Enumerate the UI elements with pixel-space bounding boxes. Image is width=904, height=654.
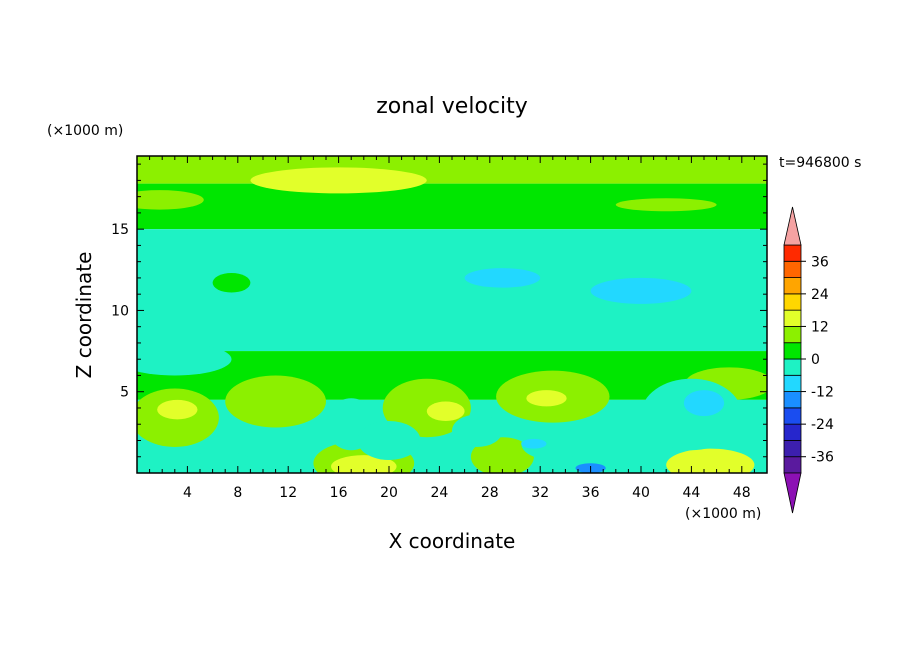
field-contour-25: [641, 378, 742, 451]
field-contour-3: [137, 232, 339, 265]
colorbar-swatch-4: [783, 391, 802, 409]
colorbar-swatch-0: [783, 456, 802, 474]
colorbar-label--24: -24: [811, 417, 834, 433]
x-tick-label-20: 20: [380, 485, 398, 501]
y-tick-label-15: 15: [111, 222, 129, 238]
field-contour-29: [521, 438, 547, 449]
colorbar-swatch-13: [783, 244, 802, 262]
field-contour-17: [526, 390, 567, 407]
colorbar-swatch-8: [783, 326, 802, 344]
field-contour-24: [521, 427, 585, 460]
field-contour-18: [470, 437, 534, 473]
x-tick-label-8: 8: [233, 485, 242, 501]
x-tick-label-36: 36: [582, 485, 600, 501]
field-contour-10: [157, 399, 198, 420]
x-axis-label: X coordinate: [389, 529, 516, 553]
field-contour-15: [426, 401, 465, 421]
x-tick-label-44: 44: [682, 485, 700, 501]
colorbar-label-12: 12: [811, 319, 829, 335]
colorbar-label-0: 0: [811, 352, 820, 368]
field-band-0: [137, 156, 767, 184]
heatmap-field: [137, 156, 767, 473]
x-tick-label-12: 12: [279, 485, 297, 501]
colorbar-under-triangle: [783, 472, 802, 514]
field-contour-20: [666, 448, 755, 473]
colorbar-swatch-5: [783, 374, 802, 392]
field-contour-22: [357, 420, 421, 460]
x-tick-label-40: 40: [632, 485, 650, 501]
colorbar-swatch-9: [783, 309, 802, 327]
field-contour-1: [250, 167, 427, 194]
colorbar-label-36: 36: [811, 254, 829, 270]
field-contour-14: [382, 378, 471, 438]
field-contour-11: [225, 375, 326, 428]
x-tick-label-48: 48: [733, 485, 751, 501]
colorbar-label--12: -12: [811, 385, 834, 401]
field-contour-7: [464, 268, 541, 288]
field-contour-13: [331, 455, 397, 473]
field-contour-8: [137, 342, 232, 376]
y-tick-label-10: 10: [111, 303, 129, 319]
colorbar-swatch-7: [783, 342, 802, 360]
x-tick-label-32: 32: [531, 485, 549, 501]
colorbar-swatch-6: [783, 358, 802, 376]
time-label: t=946800 s: [779, 155, 861, 171]
field-contour-4: [540, 229, 742, 252]
colorbar-swatch-12: [783, 260, 802, 278]
x-unit-label: (×1000 m): [685, 506, 761, 522]
x-tick-label-16: 16: [330, 485, 348, 501]
field-contour-6: [590, 277, 692, 304]
field-contour-27: [187, 451, 251, 469]
x-tick-label-4: 4: [183, 485, 192, 501]
colorbar-label-24: 24: [811, 287, 829, 303]
field-contour-5: [212, 273, 251, 293]
y-axis-label: Z coordinate: [72, 252, 96, 379]
colorbar-swatch-3: [783, 407, 802, 425]
colorbar-swatch-2: [783, 423, 802, 441]
field-contour-26: [683, 390, 725, 417]
colorbar-over-triangle: [783, 206, 802, 246]
x-tick-label-24: 24: [430, 485, 448, 501]
colorbar-swatch-11: [783, 277, 802, 295]
colorbar-swatch-1: [783, 440, 802, 458]
colorbar-swatch-10: [783, 293, 802, 311]
field-contour-0: [137, 190, 204, 210]
y-unit-label: (×1000 m): [47, 123, 123, 139]
chart-title: zonal velocity: [376, 94, 528, 119]
colorbar-label--36: -36: [811, 450, 834, 466]
colorbar: 36 24 12 0 -12 -24 -36: [783, 206, 834, 514]
y-tick-label-5: 5: [120, 385, 129, 401]
field-contour-23: [452, 414, 503, 447]
field-contour-2: [615, 198, 717, 212]
x-tick-label-28: 28: [481, 485, 499, 501]
